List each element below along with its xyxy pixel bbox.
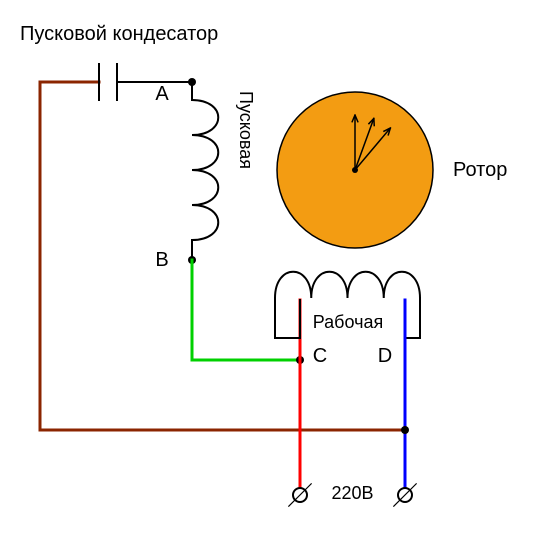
start-winding-label: Пусковая bbox=[236, 91, 256, 169]
node-d-label: D bbox=[378, 345, 392, 367]
run-winding-label: Рабочая bbox=[313, 312, 383, 332]
voltage-label: 220В bbox=[331, 483, 373, 503]
node-c-label: C bbox=[313, 345, 327, 367]
node-a-label: A bbox=[155, 83, 169, 105]
title-label: Пусковой кондесатор bbox=[20, 23, 218, 45]
run-winding-coil bbox=[275, 272, 420, 298]
rotor-label: Ротор bbox=[453, 159, 507, 181]
node-b-label: B bbox=[155, 249, 168, 271]
start-winding-coil bbox=[192, 100, 218, 240]
